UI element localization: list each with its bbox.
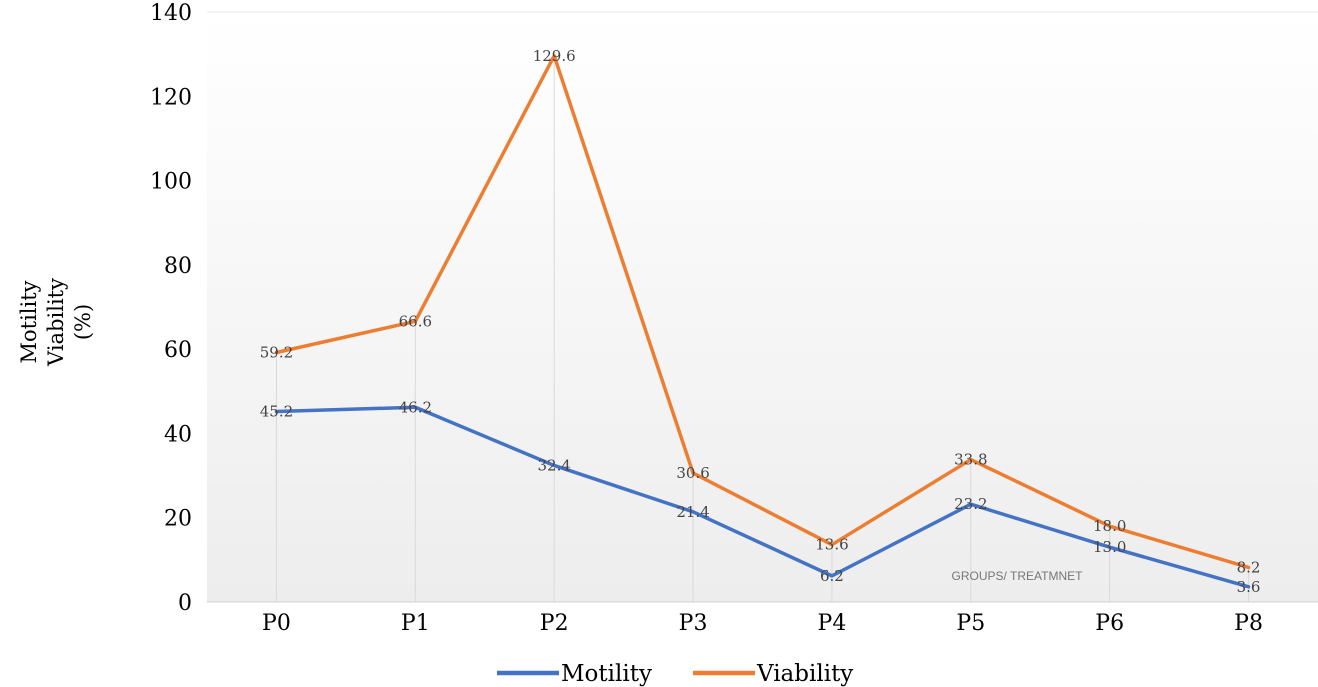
x-tick-label: P0 xyxy=(262,611,291,636)
y-tick-label: 80 xyxy=(164,254,192,279)
data-label-motility: 23.2 xyxy=(954,495,987,513)
data-label-motility: 13.0 xyxy=(1093,538,1126,556)
data-label-motility: 21.4 xyxy=(676,503,709,521)
plot-background xyxy=(207,12,1318,602)
legend-label-motility: Motility xyxy=(561,661,652,687)
data-label-viability: 66.6 xyxy=(399,312,432,330)
x-tick-label: P8 xyxy=(1234,611,1263,636)
y-tick-label: 120 xyxy=(150,85,192,110)
x-tick-label: P2 xyxy=(540,611,569,636)
y-tick-label: 140 xyxy=(150,1,192,26)
data-label-viability: 59.2 xyxy=(260,344,293,362)
data-label-motility: 6.2 xyxy=(820,567,844,585)
legend-label-viability: Viability xyxy=(756,661,853,687)
x-tick-label: P4 xyxy=(818,611,847,636)
data-label-viability: 13.6 xyxy=(815,536,848,554)
y-tick-label: 60 xyxy=(164,338,192,363)
data-label-motility: 46.2 xyxy=(399,398,432,416)
y-tick-label: 20 xyxy=(164,507,192,532)
x-tick-label: P1 xyxy=(401,611,430,636)
series-line-viability xyxy=(274,54,1251,570)
y-tick-label: 40 xyxy=(164,422,192,447)
x-tick-label: P3 xyxy=(679,611,708,636)
y-tick-label: 100 xyxy=(150,170,192,195)
data-label-viability: 30.6 xyxy=(676,464,709,482)
data-label-motility: 45.2 xyxy=(260,403,293,421)
y-axis-label-line: Viability xyxy=(44,278,68,367)
y-tick-label: 0 xyxy=(178,591,192,616)
x-tick-label: P6 xyxy=(1095,611,1124,636)
x-tick-label: P5 xyxy=(956,611,985,636)
series-line-motility xyxy=(274,405,1251,589)
y-axis-label-line: (%) xyxy=(71,304,95,340)
legend: Motility Viability xyxy=(497,661,853,687)
data-label-viability: 33.8 xyxy=(954,451,987,469)
data-label-viability: 18.0 xyxy=(1093,517,1126,535)
data-label-motility: 3.6 xyxy=(1237,578,1261,596)
y-axis-label-line: Motility xyxy=(17,280,41,363)
data-label-viability: 8.2 xyxy=(1237,558,1261,576)
annotation-text: GROUPS/ TREATMNET xyxy=(952,569,1084,583)
y-axis-label: Motility Viability (%) xyxy=(17,278,95,367)
data-label-viability: 129.6 xyxy=(533,47,576,65)
data-label-motility: 32.4 xyxy=(537,456,570,474)
